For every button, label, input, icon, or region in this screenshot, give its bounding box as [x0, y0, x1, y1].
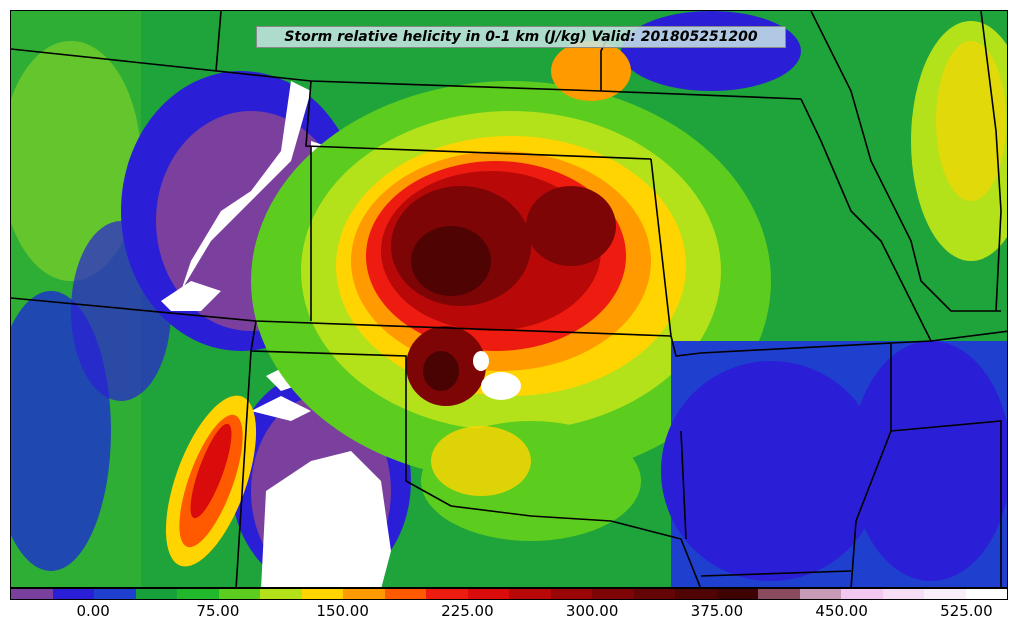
colorbar-ticks: 0.00 75.00 150.00 225.00 300.00 375.00 450.00 5…: [10, 602, 1008, 626]
colorbar-tick-label: 450.00: [815, 602, 868, 620]
colorbar-tick-label: 0.00: [76, 602, 110, 620]
colorbar-segment: [841, 589, 883, 599]
colorbar-tick-label: 375.00: [690, 602, 744, 620]
colorbar-segment: [550, 589, 592, 599]
colorbar-segment: [343, 589, 385, 599]
colorbar-tick-label: 525.00: [940, 602, 993, 620]
colorbar-segment: [426, 589, 468, 599]
colorbar-segment: [218, 589, 260, 599]
map-title: Storm relative helicity in 0-1 km (J/kg)…: [284, 29, 758, 45]
map-title-box: Storm relative helicity in 0-1 km (J/kg)…: [256, 26, 786, 48]
colorbar: [10, 588, 1008, 600]
colorbar-segment: [799, 589, 841, 599]
colorbar-segment: [52, 589, 94, 599]
helicity-map: Storm relative helicity in 0-1 km (J/kg)…: [10, 10, 1008, 588]
colorbar-tick-label: 75.00: [196, 602, 240, 620]
colorbar-segment: [675, 589, 717, 599]
colorbar-segment: [384, 589, 426, 599]
colorbar-segment: [177, 589, 219, 599]
colorbar-segment: [260, 589, 302, 599]
colorbar-segment: [592, 589, 634, 599]
colorbar-segment: [633, 589, 675, 599]
colorbar-segment: [965, 589, 1007, 599]
colorbar-segment: [924, 589, 966, 599]
colorbar-segment: [135, 589, 177, 599]
helicity-field: [11, 11, 1007, 587]
colorbar-segment: [758, 589, 800, 599]
colorbar-segment: [882, 589, 924, 599]
colorbar-segment: [301, 589, 343, 599]
colorbar-tick-label: 150.00: [316, 602, 369, 620]
colorbar-segment: [11, 589, 53, 599]
colorbar-segment: [94, 589, 136, 599]
colorbar-segment: [509, 589, 551, 599]
colorbar-segment: [467, 589, 509, 599]
colorbar-tick-label: 225.00: [441, 602, 494, 620]
colorbar-segment: [716, 589, 758, 599]
colorbar-tick-label: 300.00: [565, 602, 619, 620]
